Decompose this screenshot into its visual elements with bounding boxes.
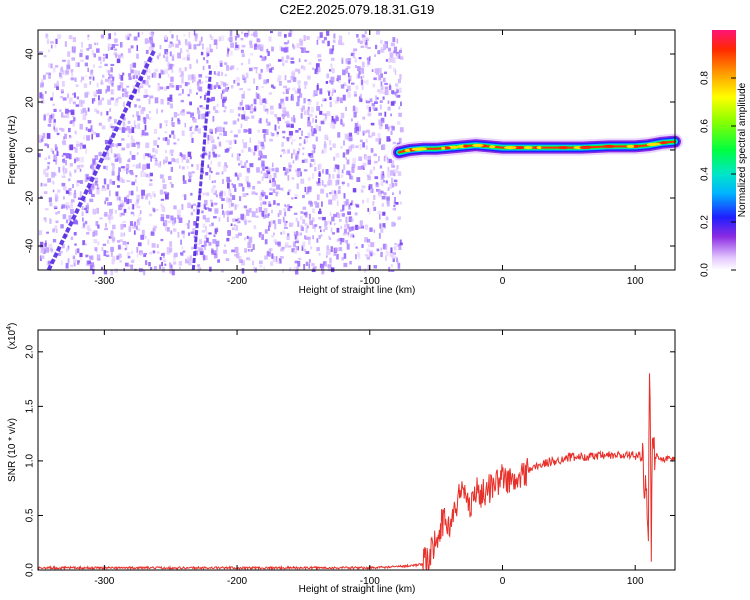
- snr-scale-text: (x10: [7, 329, 18, 349]
- signal-hotspot: [558, 146, 566, 150]
- colorbar-tick-label: 0.0: [700, 263, 711, 277]
- snr-x-tick-label: 0: [500, 576, 506, 587]
- colorbar-gradient: [712, 30, 736, 270]
- snr-x-label: Height of straight line (km): [299, 584, 416, 595]
- signal-hotspot: [504, 146, 517, 150]
- snr-series-line: [37, 373, 676, 571]
- spectrogram-x-tick-label: -300: [94, 276, 114, 287]
- spectrogram-x-tick-label: 0: [500, 276, 506, 287]
- colorbar-label: Normalized spectral amplitude: [737, 82, 748, 217]
- snr-y-tick-label: 0.0: [25, 563, 36, 577]
- signal-hotspot: [516, 146, 525, 150]
- signal-band-layer: [398, 140, 676, 154]
- spectrogram-signal-band: [391, 133, 683, 161]
- signal-hotspot: [626, 144, 635, 148]
- snr-axes: -300 -200 -100 0 100 0.0 0.5 1.0 1.5 2.0: [25, 330, 675, 587]
- signal-hotspot: [472, 143, 484, 147]
- signal-hotspot: [415, 147, 423, 151]
- spectrogram-y-tick-label: 40: [25, 48, 36, 60]
- signal-hotspot: [633, 144, 639, 148]
- spectrogram-noise-field: [38, 30, 404, 276]
- snr-x-tick-label: -300: [94, 576, 114, 587]
- snr-y-tick-label: 2.0: [25, 344, 36, 358]
- spectrogram-y-tick-label: -40: [25, 238, 36, 253]
- spectrogram-x-label: Height of straight line (km): [299, 285, 416, 296]
- snr-scale-exponent: 4: [6, 326, 13, 330]
- spectrogram-x-tick-label: 100: [627, 276, 644, 287]
- signal-hotspot: [647, 142, 661, 146]
- snr-y-label: SNR (10 * v/v): [7, 418, 18, 482]
- colorbar-tick-label: 0.8: [700, 71, 711, 85]
- signal-hotspot: [523, 146, 533, 150]
- colorbar: 0.0 0.2 0.4 0.6 0.8 Normalized spectral ampl…: [700, 30, 748, 277]
- snr-x-tick-label: 100: [627, 576, 644, 587]
- snr-y-tick-label: 0.5: [25, 508, 36, 522]
- colorbar-ticks: 0.0 0.2 0.4 0.6 0.8: [700, 71, 736, 277]
- snr-panel: -300 -200 -100 0 100 0.0 0.5 1.0 1.5 2.0 Height o…: [6, 323, 676, 595]
- signal-hotspot: [463, 144, 469, 148]
- spectrogram-y-tick-label: 0: [25, 147, 36, 153]
- colorbar-tick-label: 0.4: [700, 167, 711, 181]
- signal-hotspot: [579, 146, 590, 149]
- snr-frame: [37, 329, 676, 571]
- signal-hotspot: [404, 148, 412, 152]
- signal-hotspot: [660, 141, 668, 145]
- doppler-track: [46, 48, 157, 271]
- doppler-track: [191, 70, 213, 271]
- spectrogram-y-label: Frequency (Hz): [7, 116, 18, 185]
- snr-x-tick-label: -200: [227, 576, 247, 587]
- spectrogram-doppler-tracks: [46, 48, 213, 271]
- colorbar-tick-label: 0.6: [700, 119, 711, 133]
- signal-hotspot: [489, 145, 496, 149]
- figure-title: C2E2.2025.079.18.31.G19: [280, 2, 435, 17]
- svg-text:(x104): (x104): [6, 323, 18, 350]
- spectrogram-x-tick-label: -200: [227, 276, 247, 287]
- spectrogram-x-tick-label: -100: [360, 276, 380, 287]
- snr-x-tick-label: -100: [360, 576, 380, 587]
- spectrogram-y-tick-label: 20: [25, 96, 36, 108]
- snr-y-tick-label: 1.0: [25, 454, 36, 468]
- signal-hotspot: [441, 146, 446, 150]
- snr-scale-label: (x104): [6, 323, 18, 350]
- signal-hotspot: [536, 146, 542, 150]
- colorbar-tick-label: 0.2: [700, 215, 711, 229]
- snr-y-tick-label: 1.5: [25, 399, 36, 413]
- spectrogram-y-tick-label: -20: [25, 190, 36, 205]
- signal-hotspot: [602, 144, 616, 148]
